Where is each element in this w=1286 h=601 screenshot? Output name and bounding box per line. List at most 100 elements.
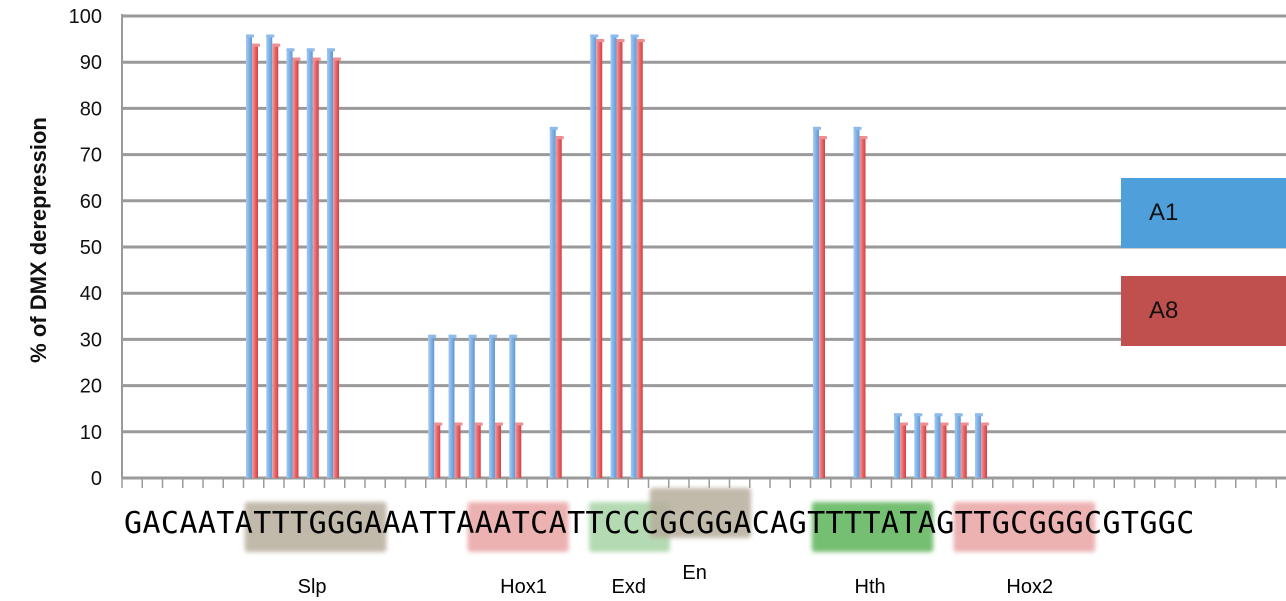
bar-a1-cap	[266, 34, 275, 38]
bar-a8	[474, 422, 481, 478]
bar-a8	[859, 136, 866, 478]
y-tick-label: 80	[80, 98, 102, 120]
bar-a1	[327, 48, 333, 479]
bar-a8-cap	[474, 422, 483, 426]
bar-a8-cap	[900, 422, 908, 426]
bar-a8	[434, 422, 441, 478]
bar-a8	[292, 57, 299, 479]
bar-a8-cap	[515, 422, 524, 426]
bar-a1-cap	[468, 334, 477, 338]
bar-a8-cap	[819, 136, 827, 140]
bars	[246, 34, 989, 479]
bar-a8	[900, 422, 906, 478]
bar-a1-cap	[630, 34, 639, 38]
bar-a8-cap	[920, 422, 929, 426]
bar-a1	[286, 48, 293, 479]
bar-a1-cap	[489, 334, 497, 338]
y-tick-label: 20	[80, 376, 102, 398]
bar-a8	[596, 39, 603, 478]
bar-a1-cap	[934, 413, 943, 417]
bar-a8-cap	[495, 422, 503, 426]
bar-a1-cap	[590, 34, 599, 38]
bar-a8	[555, 136, 562, 478]
bar-a8-cap	[312, 57, 321, 61]
bar-a8	[981, 422, 987, 478]
bar-a8-cap	[555, 136, 564, 140]
motif-label-exd: Exd	[611, 576, 646, 598]
motif-label-en: En	[682, 562, 707, 584]
bar-a1-cap	[610, 34, 619, 38]
bar-a1	[954, 413, 961, 478]
y-tick-label: 60	[80, 191, 102, 213]
motif-highlight-hth	[811, 502, 934, 552]
bar-a8-cap	[981, 422, 989, 426]
bar-a8-cap	[616, 39, 625, 43]
bar-a1-cap	[306, 48, 315, 52]
y-tick-label: 10	[80, 422, 102, 444]
motif-highlight-hox1	[467, 502, 569, 552]
bar-a1-cap	[549, 126, 558, 130]
motif-highlight-en	[649, 488, 751, 538]
legend-a8: A8	[1121, 276, 1286, 346]
bar-a1	[813, 126, 819, 478]
motif-label-hox2: Hox2	[1006, 576, 1054, 598]
y-tick-label: 90	[80, 52, 102, 74]
bar-a1	[448, 334, 455, 478]
bar-a1-cap	[448, 334, 457, 338]
y-tick-label: 30	[80, 329, 102, 351]
bar-a1	[306, 48, 313, 479]
bar-a1-cap	[813, 126, 821, 130]
bar-a8-cap	[333, 57, 341, 61]
motif-label-hox1: Hox1	[500, 576, 547, 598]
legend-a8-label: A8	[1149, 297, 1179, 324]
bar-a1-cap	[894, 413, 902, 417]
bar-a1-cap	[975, 413, 983, 417]
y-axis-label: % of DMX derepression	[8, 70, 68, 410]
bar-a8	[616, 39, 623, 478]
dna-sequence: GACAATATTTGGGAAATTAAATCATTCCCGCGGACAGTTT…	[124, 506, 1195, 541]
motif-label-slp: Slp	[297, 576, 327, 598]
bar-a1	[428, 334, 435, 478]
bar-a1	[853, 126, 860, 478]
y-tick-label: 100	[69, 6, 102, 28]
legend-a1: A1	[1121, 178, 1286, 248]
bar-a8	[515, 422, 522, 478]
y-tick-label: 40	[80, 283, 102, 305]
y-tick-labels: 0 10 20 30 40 50 60 70 80 90 100	[69, 6, 102, 490]
bar-a1	[934, 413, 941, 478]
bar-a8	[272, 43, 279, 478]
bar-a1-cap	[327, 48, 335, 52]
bar-a8-cap	[434, 422, 443, 426]
bar-a8-cap	[960, 422, 969, 426]
y-tick-label: 50	[80, 237, 102, 259]
bar-a8	[819, 136, 825, 478]
bar-a1	[468, 334, 475, 478]
bar-a8	[312, 57, 319, 479]
bar-a1	[975, 413, 981, 478]
bar-a8	[960, 422, 967, 478]
bar-a1	[489, 334, 495, 478]
bar-a8-cap	[454, 422, 463, 426]
motif-highlights	[244, 488, 1096, 552]
bar-a1-cap	[428, 334, 437, 338]
bar-a1-cap	[509, 334, 518, 338]
bar-a8-cap	[292, 57, 301, 61]
bar-a1	[610, 34, 617, 478]
legend-a1-label: A1	[1149, 199, 1179, 226]
bar-a1	[914, 413, 921, 478]
bar-a1	[509, 334, 516, 478]
x-tick-marks	[121, 478, 1277, 488]
bar-a8-cap	[940, 422, 949, 426]
bar-a1-cap	[853, 126, 862, 130]
bar-a1	[630, 34, 637, 478]
bar-a1	[894, 413, 900, 478]
bar-a8	[454, 422, 461, 478]
bar-a8	[495, 422, 501, 478]
bar-a1-cap	[246, 34, 254, 38]
bar-a8	[333, 57, 339, 479]
bar-a8-cap	[272, 43, 281, 47]
bar-a1	[590, 34, 597, 478]
bar-a8-cap	[636, 39, 645, 43]
bar-a1-cap	[914, 413, 923, 417]
